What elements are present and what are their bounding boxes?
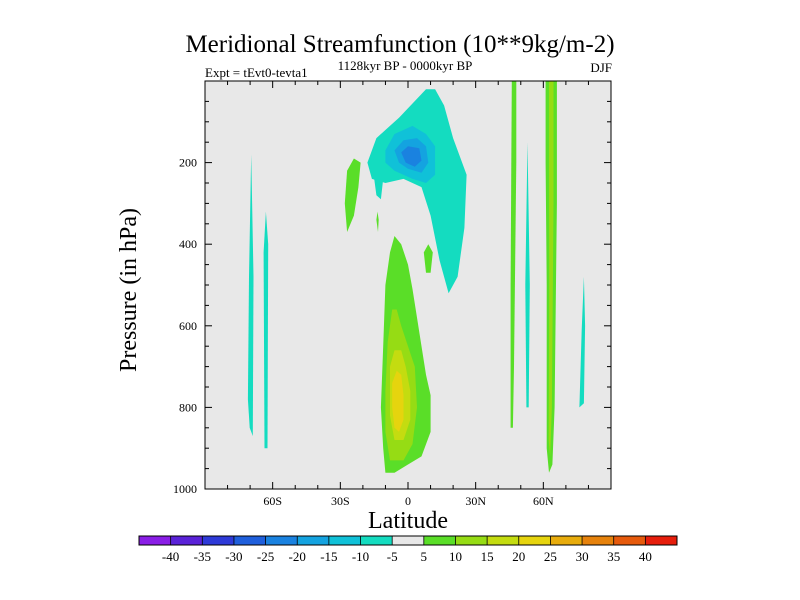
colorbar-label: 10: [449, 549, 462, 564]
colorbar-swatch: [613, 536, 646, 545]
x-tick-label: 60N: [533, 494, 554, 508]
chart-title: Meridional Streamfunction (10**9kg/m-2): [185, 31, 614, 58]
contour-region-upper-cell-inner: [401, 146, 422, 167]
chart-subtitle: 1128kyr BP - 0000kyr BP: [338, 58, 473, 73]
contour-region-green-small-20s: [376, 211, 379, 232]
contour-region-right-cyan-80n: [579, 276, 586, 408]
colorbar-swatch: [645, 536, 678, 545]
colorbar: -40 -35 -30 -25 -20 -15 -10 -5 5 10 15 20 25 30 35 40: [138, 535, 678, 564]
colorbar-label: -35: [194, 549, 211, 564]
colorbar-label: 15: [481, 549, 494, 564]
colorbar-swatch: [582, 536, 615, 545]
contour-region-hadley-25: [392, 370, 404, 432]
contour-layer: [247, 81, 586, 473]
x-tick-label: 60S: [263, 494, 282, 508]
colorbar-swatch: [487, 536, 520, 545]
contour-region-right-cyan-45n: [525, 142, 530, 408]
contour-region-green-55n-inner: [548, 81, 554, 457]
colorbar-swatch: [423, 536, 456, 545]
colorbar-swatch: [265, 536, 298, 545]
y-axis: 200 400 600 800 1000: [173, 80, 611, 496]
colorbar-swatch: [550, 536, 583, 545]
colorbar-label: 35: [607, 549, 620, 564]
contour-region-green-45n: [510, 81, 517, 428]
colorbar-label: 25: [544, 549, 557, 564]
left-string: Expt = tEvt0-tevta1: [205, 65, 308, 80]
x-tick-label: 30N: [465, 494, 486, 508]
contour-region-green-small-10n: [423, 244, 433, 273]
colorbar-swatch: [455, 536, 488, 545]
colorbar-swatch: [233, 536, 266, 545]
y-tick-label: 1000: [173, 482, 197, 496]
colorbar-label: 5: [421, 549, 428, 564]
colorbar-swatch: [202, 536, 235, 545]
contour-region-lobe-70s: [247, 154, 254, 436]
colorbar-swatch: [139, 536, 171, 545]
x-axis: 60S 30S 0 30N 60N: [204, 81, 612, 508]
right-string: DJF: [590, 60, 612, 75]
colorbar-label: -5: [387, 549, 398, 564]
x-tick-label: 30S: [331, 494, 350, 508]
colorbar-swatch: [392, 536, 425, 545]
colorbar-frame: [138, 535, 678, 546]
colorbar-label: -25: [257, 549, 274, 564]
contour-region-lobe-70s-b: [263, 211, 269, 449]
colorbar-swatch: [360, 536, 393, 545]
y-tick-label: 600: [179, 319, 197, 333]
colorbar-label: -30: [225, 549, 242, 564]
colorbar-label: -20: [289, 549, 306, 564]
colorbar-swatch: [518, 536, 551, 545]
colorbar-label: -15: [320, 549, 337, 564]
y-tick-label: 200: [179, 156, 197, 170]
colorbar-swatch: [297, 536, 330, 545]
colorbar-label: -40: [162, 549, 179, 564]
y-tick-label: 400: [179, 237, 197, 251]
contour-region-green-neg-25s: [344, 158, 361, 232]
colorbar-swatch: [328, 536, 361, 545]
y-tick-label: 800: [179, 400, 197, 414]
x-tick-label: 0: [405, 494, 411, 508]
contour-region-cyan-25s-lobe: [371, 154, 384, 200]
colorbar-label: 30: [576, 549, 589, 564]
colorbar-swatch: [170, 536, 203, 545]
y-axis-label: Pressure (in hPa): [116, 208, 142, 372]
colorbar-label: 40: [639, 549, 652, 564]
x-axis-label: Latitude: [368, 508, 448, 534]
colorbar-label: 20: [512, 549, 525, 564]
colorbar-label: -10: [352, 549, 369, 564]
